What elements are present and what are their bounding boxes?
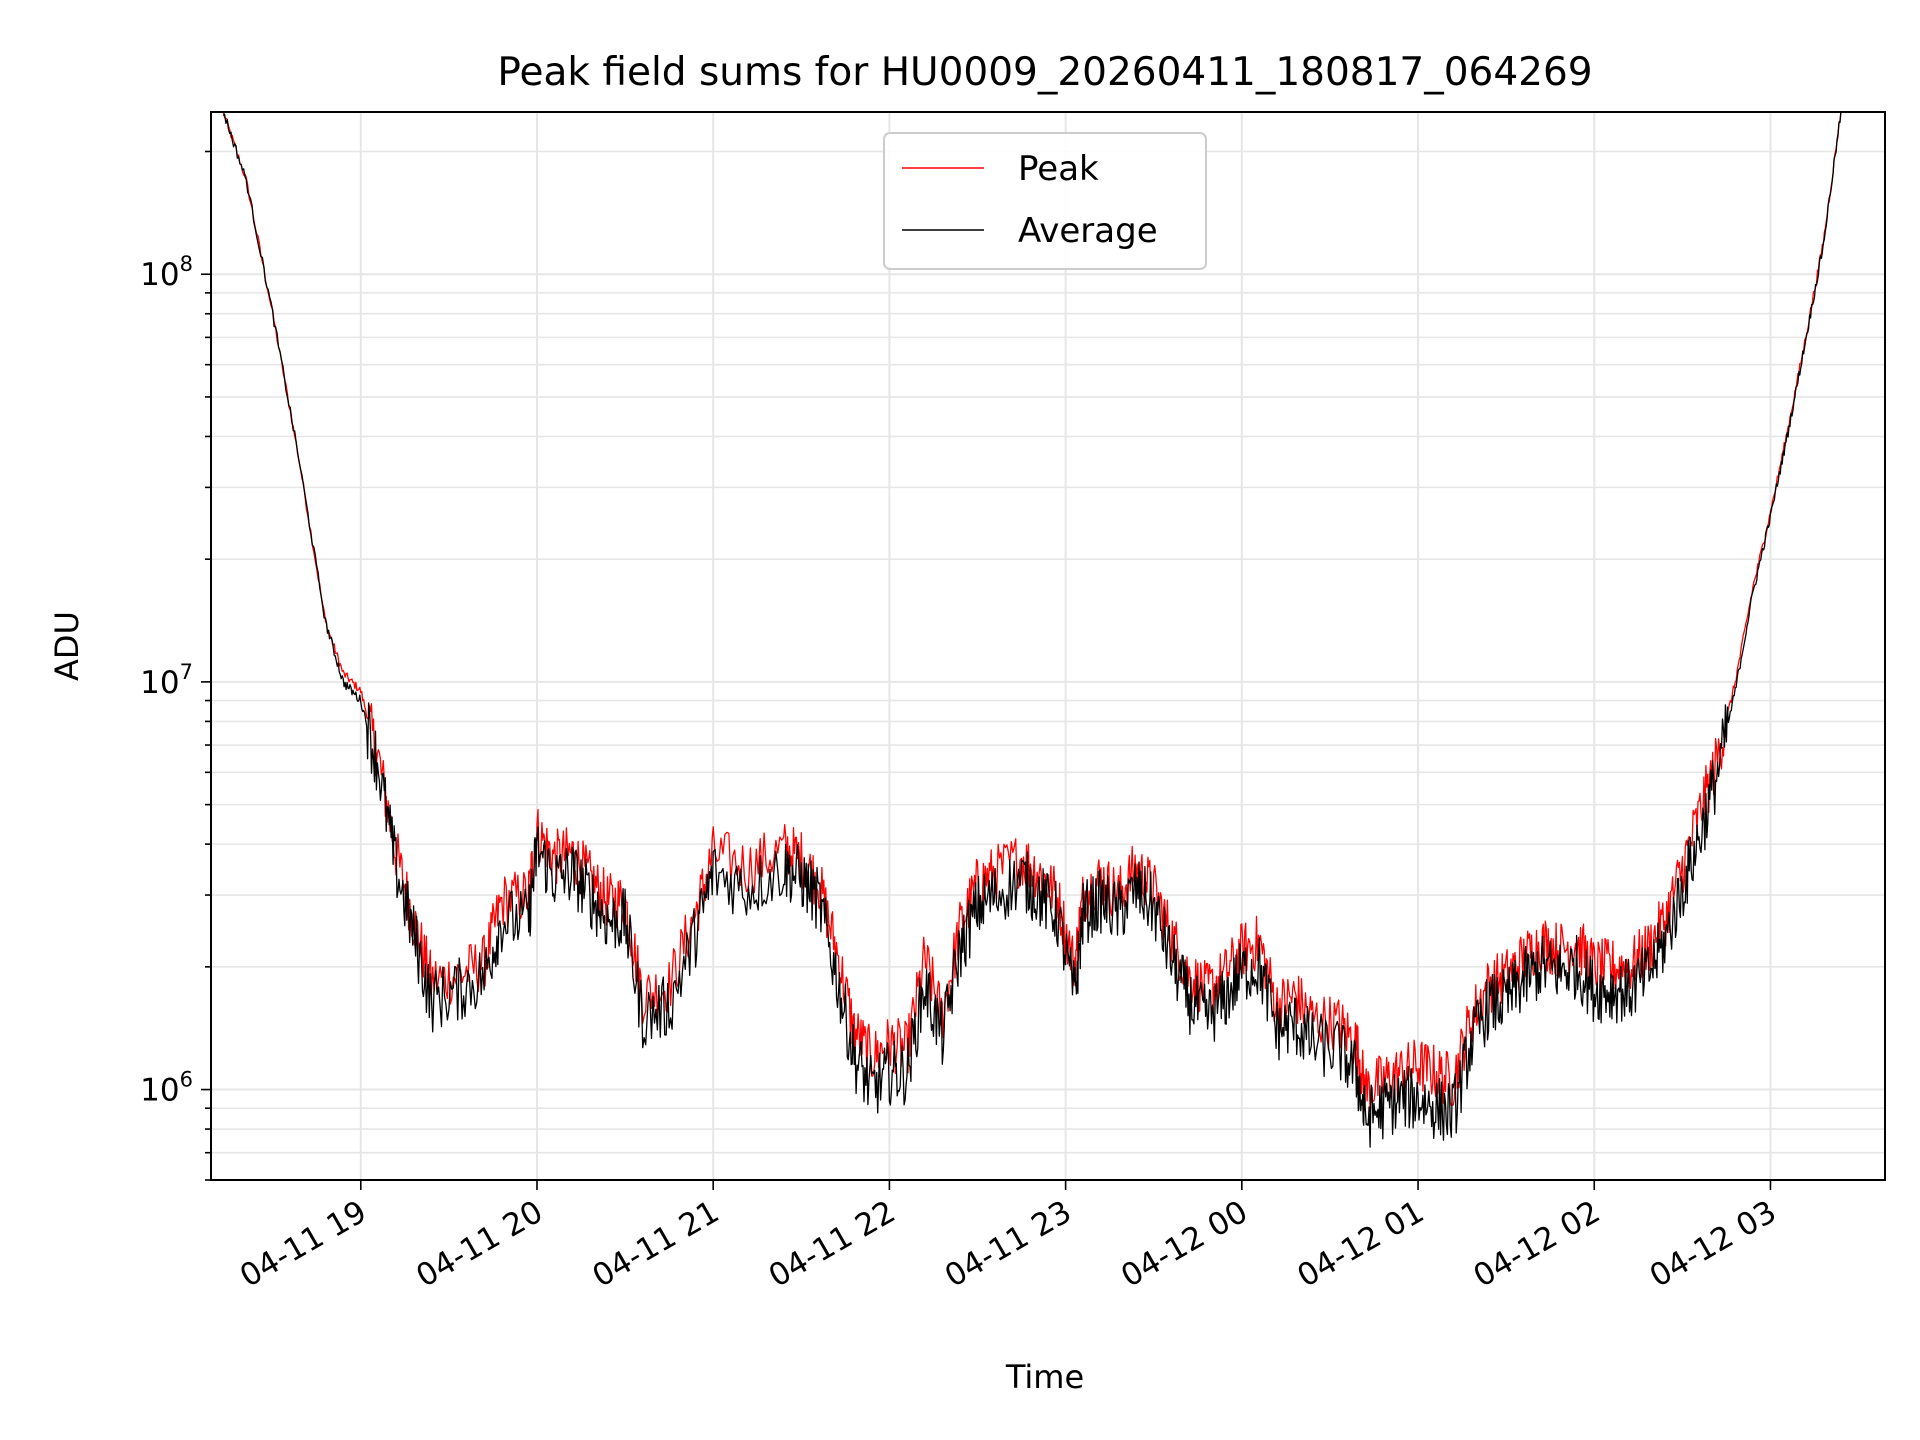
legend-box: [883, 132, 1207, 270]
plot-frame: [210, 111, 1886, 1181]
y-tick-label: 108: [140, 252, 193, 293]
series-layer: [222, 111, 1842, 1148]
legend-label-average: Average: [1018, 211, 1158, 251]
legend: Peak Average: [883, 132, 1207, 270]
chart-title: Peak field sums for HU0009_20260411_1808…: [497, 50, 1592, 95]
series-line-average: [222, 111, 1842, 1148]
legend-label-peak: Peak: [1018, 149, 1099, 189]
y-axis-label: ADU: [48, 611, 86, 681]
grid: [211, 112, 1885, 1181]
x-axis-label: Time: [1005, 1358, 1084, 1396]
